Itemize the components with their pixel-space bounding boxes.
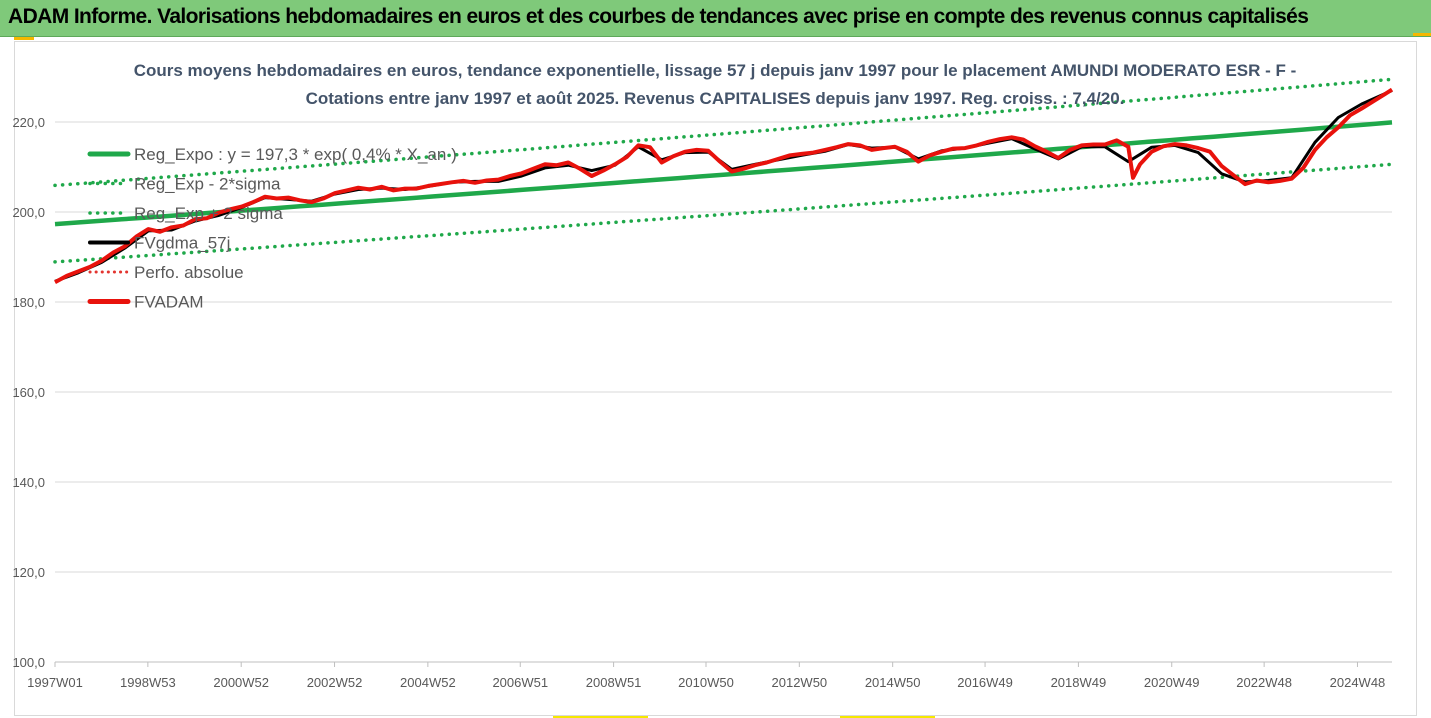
x-tick-label: 2014W50 [865, 675, 921, 690]
x-tick-label: 2020W49 [1144, 675, 1200, 690]
series-band_high [53, 77, 1394, 188]
series-trend [54, 120, 1393, 227]
x-tick-label: 2010W50 [678, 675, 734, 690]
legend-label: FVADAM [134, 293, 204, 312]
report-banner: ADAM Informe. Valorisations hebdomadaire… [0, 0, 1431, 37]
x-tick-label: 2000W52 [213, 675, 269, 690]
x-tick-label: 2008W51 [586, 675, 642, 690]
x-tick-label: 1998W53 [120, 675, 176, 690]
corner-accent-top-right [1413, 33, 1431, 36]
x-tick-label: 1997W01 [27, 675, 83, 690]
y-tick-label: 160,0 [12, 385, 45, 400]
y-tick-label: 100,0 [12, 655, 45, 670]
y-tick-label: 180,0 [12, 295, 45, 310]
x-axis-ticks: 1997W01 1998W53 2000W52 2002W52 2004W52 2006W… [27, 662, 1385, 690]
corner-accent-bottom-right [840, 715, 935, 718]
legend-label: Perfo. absolue [134, 263, 244, 282]
chart-frame [14, 41, 1417, 716]
chart-title-line1: Cours moyens hebdomadaires en euros, ten… [134, 61, 1297, 80]
legend-label: Reg_Expo : y = 197,3 * exp( 0,4% * X_an … [134, 145, 457, 164]
series-layer [53, 77, 1394, 284]
x-tick-label: 2018W49 [1051, 675, 1107, 690]
chart-title-line2: Cotations entre janv 1997 et août 2025. … [306, 89, 1125, 108]
y-tick-label: 120,0 [12, 565, 45, 580]
x-tick-label: 2022W48 [1236, 675, 1292, 690]
x-tick-label: 2002W52 [307, 675, 363, 690]
y-axis-ticks: 100,0 120,0 140,0 160,0 180,0 200,0 220,0 [12, 115, 45, 670]
x-tick-label: 2024W48 [1330, 675, 1386, 690]
legend-label: FVgdma_57j [134, 234, 230, 253]
x-tick-label: 2004W52 [400, 675, 456, 690]
y-tick-label: 200,0 [12, 205, 45, 220]
legend-label: Reg_Exp - 2*sigma [134, 175, 281, 194]
legend: Reg_Expo : y = 197,3 * exp( 0,4% * X_an … [87, 145, 457, 312]
series-fvadam [54, 87, 1394, 284]
report-title: ADAM Informe. Valorisations hebdomadaire… [8, 5, 1309, 28]
corner-accent-bottom-left [553, 715, 648, 718]
x-tick-label: 2006W51 [492, 675, 548, 690]
series-band_low [53, 162, 1394, 264]
legend-label: Reg_Exp + 2 sigma [134, 204, 283, 223]
x-tick-label: 2016W49 [957, 675, 1013, 690]
y-tick-label: 140,0 [12, 475, 45, 490]
gridlines [55, 121, 1392, 663]
corner-accent-top-left [14, 37, 34, 40]
y-tick-label: 220,0 [12, 115, 45, 130]
x-tick-label: 2012W50 [772, 675, 828, 690]
